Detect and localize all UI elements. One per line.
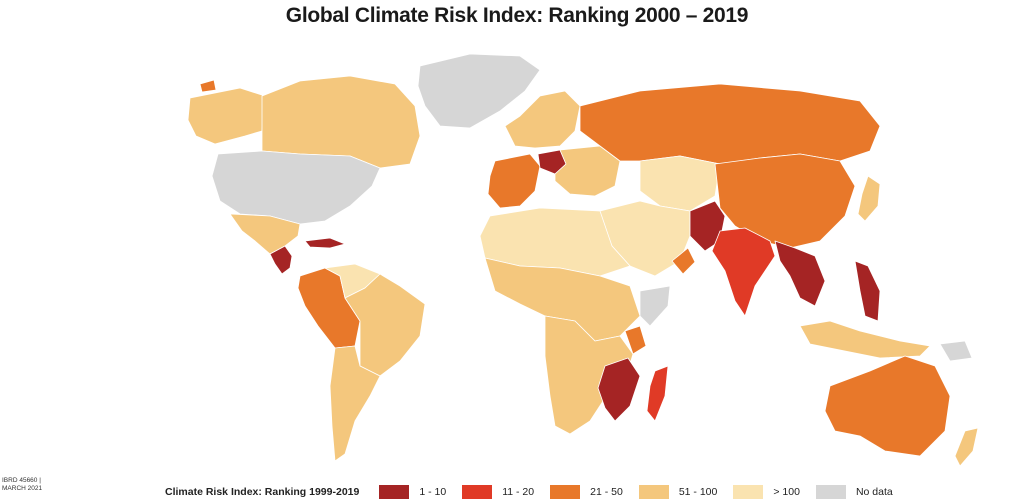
region-japan[interactable] xyxy=(857,175,881,222)
legend-item-11-20: 11 - 20 xyxy=(462,485,534,499)
legend-title: Climate Risk Index: Ranking 1999-2019 xyxy=(165,486,360,498)
legend-label: 21 - 50 xyxy=(590,486,623,498)
region-philippines[interactable] xyxy=(854,260,881,322)
legend-swatch xyxy=(638,485,669,499)
region-indochina[interactable] xyxy=(774,240,826,307)
region-central-asia[interactable] xyxy=(639,155,721,212)
legend-label: No data xyxy=(855,486,893,498)
region-northern-europe[interactable] xyxy=(504,90,581,149)
region-indonesia[interactable] xyxy=(799,320,931,359)
legend-item-51-100: 51 - 100 xyxy=(638,485,718,499)
world-map xyxy=(187,53,979,467)
region-usa[interactable] xyxy=(211,150,381,225)
region-australia[interactable] xyxy=(824,355,951,457)
legend-swatch xyxy=(379,485,410,499)
region-madagascar[interactable] xyxy=(646,365,669,422)
region-china[interactable] xyxy=(714,153,856,249)
region-arctic-island[interactable] xyxy=(199,79,217,93)
legend-label: 51 - 100 xyxy=(678,486,718,498)
legend-item-21-50: 21 - 50 xyxy=(550,485,623,499)
region-mozambique[interactable] xyxy=(597,357,641,422)
legend-label: 11 - 20 xyxy=(502,486,535,498)
region-southern-cone[interactable] xyxy=(329,345,381,462)
region-central-america[interactable] xyxy=(269,245,293,275)
region-oman[interactable] xyxy=(671,247,696,275)
region-greenland[interactable] xyxy=(417,53,541,129)
region-alaska[interactable] xyxy=(187,87,266,145)
legend-label: 1 - 10 xyxy=(419,486,447,498)
region-russia[interactable] xyxy=(579,83,881,165)
region-kenya[interactable] xyxy=(624,325,647,355)
legend-item-no-data: No data xyxy=(815,485,893,499)
legend-swatch xyxy=(462,485,493,499)
map-credit: IBRD 45660 | MARCH 2021 xyxy=(2,477,42,493)
legend-swatch xyxy=(733,485,764,499)
credit-line-1: IBRD 45660 | xyxy=(2,477,41,484)
credit-line-2: MARCH 2021 xyxy=(2,485,43,492)
legend-swatch xyxy=(815,485,846,499)
region-western-europe[interactable] xyxy=(487,153,541,209)
map-title: Global Climate Risk Index: Ranking 2000 … xyxy=(285,4,749,27)
legend-swatch xyxy=(550,485,581,499)
region-brazil[interactable] xyxy=(344,273,426,377)
region-india[interactable] xyxy=(711,227,776,317)
region-papua-new-guinea[interactable] xyxy=(939,340,973,362)
region-horn-of-africa[interactable] xyxy=(639,285,671,327)
legend: Climate Risk Index: Ranking 1999-2019 1 … xyxy=(165,484,909,500)
legend-label: > 100 xyxy=(773,486,800,498)
legend-item-over-100: > 100 xyxy=(733,485,800,499)
region-caribbean[interactable] xyxy=(304,237,346,249)
legend-item-1-10: 1 - 10 xyxy=(379,485,446,499)
region-new-zealand[interactable] xyxy=(954,427,979,467)
